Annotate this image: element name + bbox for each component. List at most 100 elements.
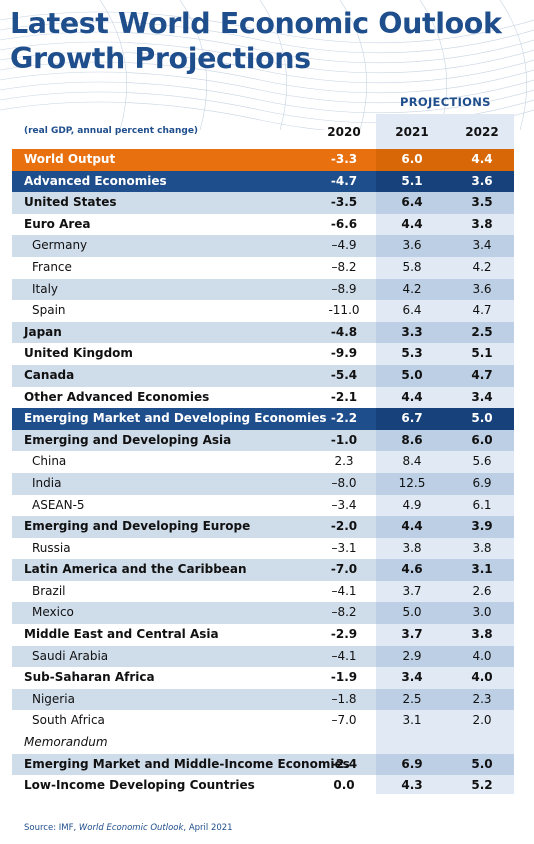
- row-label: Russia: [32, 540, 71, 555]
- value-2021: 6.4: [401, 195, 423, 210]
- value-2021: 3.7: [401, 627, 423, 642]
- table-row: India –8.0 12.5 6.9: [12, 472, 514, 495]
- row-label: Middle East and Central Asia: [24, 627, 219, 642]
- value-2021: 8.4: [402, 454, 422, 469]
- table-row: Nigeria –1.8 2.5 2.3: [12, 688, 514, 711]
- value-2022: 4.7: [471, 367, 493, 382]
- row-label: Spain: [32, 303, 66, 318]
- table-row: Japan -4.8 3.3 2.5: [12, 321, 514, 344]
- table-body: World Output -3.3 6.0 4.4 Advanced Economies…: [12, 149, 514, 797]
- table-header: (real GDP, annual percent change) 2020 2…: [12, 123, 514, 143]
- value-2020: -2.4: [330, 756, 358, 771]
- value-2021: 12.5: [398, 475, 426, 490]
- row-label: United Kingdom: [24, 346, 133, 361]
- table-row: France –8.2 5.8 4.2: [12, 257, 514, 279]
- title-line-1: Latest World Economic Outlook: [10, 7, 502, 40]
- table-row: Latin America and the Caribbean -7.0 4.6 3.…: [12, 559, 514, 581]
- row-label: Emerging and Developing Asia: [24, 432, 232, 447]
- table-row: Other Advanced Economies -2.1 4.4 3.4: [12, 387, 514, 409]
- year-2021-header: 2021: [395, 125, 429, 139]
- value-2021: 4.6: [401, 562, 423, 577]
- value-2022: 4.0: [472, 648, 492, 663]
- value-2022: 5.0: [471, 756, 493, 771]
- table-row: Italy –8.9 4.2 3.6: [12, 278, 514, 301]
- value-2021: 3.7: [402, 583, 422, 598]
- value-2021: 3.3: [401, 324, 423, 339]
- table-row: Emerging Market and Developing Economies…: [12, 408, 514, 430]
- value-2020: -5.4: [330, 367, 358, 382]
- row-label: Canada: [24, 367, 75, 382]
- wave-pattern-background: [0, 0, 534, 130]
- value-2020: -4.7: [330, 173, 358, 188]
- value-2020: –3.1: [331, 540, 357, 555]
- value-2021: 3.1: [402, 713, 422, 728]
- row-label: Nigeria: [32, 691, 75, 706]
- source-suffix: , April 2021: [183, 823, 233, 833]
- value-2020: -2.2: [330, 411, 358, 426]
- title-line-2: Growth Projections: [10, 42, 311, 75]
- value-2022: 3.8: [471, 627, 493, 642]
- value-2020: -3.5: [330, 195, 358, 210]
- row-label: Euro Area: [24, 216, 91, 231]
- value-2022: 3.4: [471, 389, 493, 404]
- row-label: Emerging and Developing Europe: [24, 519, 251, 534]
- value-2022: 2.6: [472, 583, 492, 598]
- row-label: Latin America and the Caribbean: [24, 562, 247, 577]
- value-2021: 5.0: [402, 605, 422, 620]
- row-label: Sub-Saharan Africa: [24, 670, 155, 685]
- value-2022: 3.9: [471, 519, 493, 534]
- row-label: Germany: [32, 238, 88, 253]
- source-note: Source: IMF, World Economic Outlook, Apr…: [24, 823, 233, 833]
- value-2020: -2.9: [330, 627, 358, 642]
- value-2021: 6.4: [402, 303, 422, 318]
- row-label: India: [32, 475, 62, 490]
- table-row: Germany –4.9 3.6 3.4: [12, 235, 514, 257]
- value-2022: 4.7: [472, 303, 492, 318]
- value-2020: –8.9: [331, 281, 357, 296]
- year-2020-header: 2020: [327, 125, 361, 139]
- value-2020: -9.9: [330, 346, 358, 361]
- table-row: United States -3.5 6.4 3.5: [12, 192, 514, 214]
- table-row: South Africa –7.0 3.1 2.0: [12, 710, 514, 732]
- value-2020: -6.6: [330, 216, 358, 231]
- value-2020: –4.9: [331, 238, 357, 253]
- table-row: Brazil –4.1 3.7 2.6: [12, 581, 514, 603]
- value-2021: 4.4: [401, 389, 423, 404]
- value-2021: 6.9: [401, 756, 423, 771]
- value-2021: 3.4: [401, 670, 423, 685]
- value-2022: 3.8: [472, 540, 492, 555]
- value-2022: 2.0: [472, 713, 492, 728]
- value-2022: 4.4: [471, 152, 493, 166]
- table-row: Middle East and Central Asia -2.9 3.7 3.8: [12, 624, 514, 646]
- value-2022: 3.6: [472, 281, 492, 296]
- value-2021: 6.7: [401, 411, 423, 426]
- table-row: Spain -11.0 6.4 4.7: [12, 300, 514, 322]
- table-row: Low-Income Developing Countries 0.0 4.3 5.2: [12, 775, 514, 797]
- table-row: United Kingdom -9.9 5.3 5.1: [12, 343, 514, 365]
- row-label: Other Advanced Economies: [24, 389, 210, 404]
- value-2021: 5.1: [401, 173, 423, 188]
- value-2020: -3.3: [330, 152, 358, 166]
- value-2022: 3.0: [472, 605, 492, 620]
- value-2021: 3.6: [402, 238, 422, 253]
- value-2020: –8.2: [331, 605, 357, 620]
- row-label: United States: [24, 195, 117, 210]
- value-2020: -1.9: [330, 670, 358, 685]
- value-2020: 2.3: [334, 454, 354, 469]
- row-label: Advanced Economies: [24, 173, 167, 188]
- value-2020: –8.0: [331, 475, 357, 490]
- year-2022-header: 2022: [465, 125, 499, 139]
- value-2022: 5.0: [471, 411, 493, 426]
- value-2020: -4.8: [330, 324, 358, 339]
- value-2021: 2.5: [402, 691, 422, 706]
- row-label: ASEAN-5: [32, 497, 85, 512]
- row-label: Brazil: [32, 583, 66, 598]
- value-2022: 5.1: [471, 346, 493, 361]
- table-row: Emerging Market and Middle-Income Econom…: [12, 753, 514, 776]
- value-2022: 6.0: [471, 432, 493, 447]
- projections-column-band: [376, 114, 514, 794]
- table-row: Mexico –8.2 5.0 3.0: [12, 602, 514, 625]
- row-label: World Output: [24, 152, 116, 166]
- table-row: Memorandum: [12, 732, 514, 754]
- row-label: Memorandum: [24, 735, 108, 750]
